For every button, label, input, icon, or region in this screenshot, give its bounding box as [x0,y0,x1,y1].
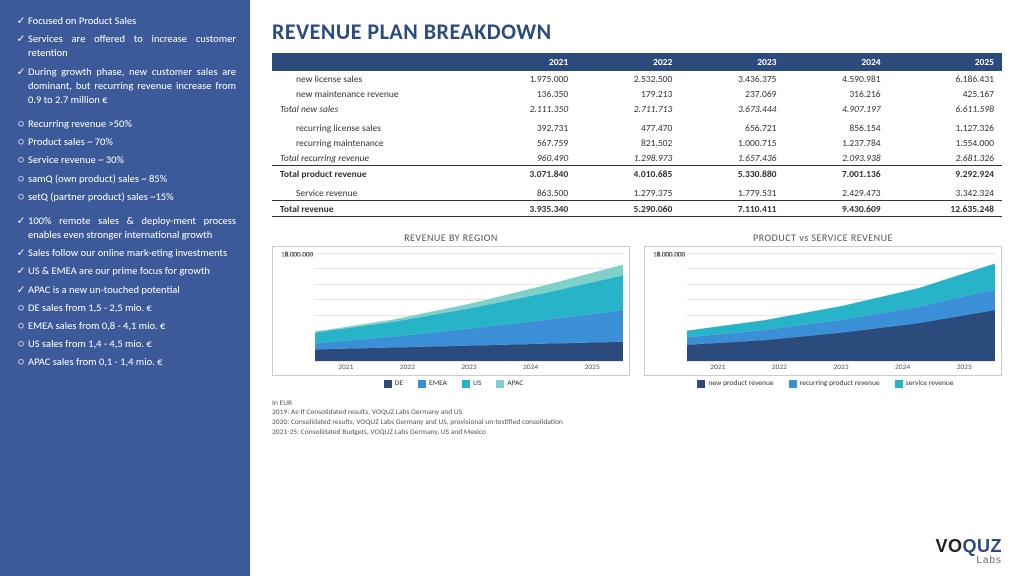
logo-part1: VO [935,536,962,556]
footnotes: In EUR2019: As-If Consolidated results, … [272,399,1002,438]
table-row: recurring license sales392.731477.470656… [272,120,1002,135]
logo: VOQUZ Labs [935,536,1002,566]
sidebar-item: Service revenue ~ 30% [14,153,236,167]
sidebar: Focused on Product Sales Services are off… [0,0,250,576]
sidebar-item: DE sales from 1,5 - 2,5 mio. € [14,301,236,315]
sidebar-item: US & EMEA are our prime focus for growth [14,264,236,278]
chart-product-vs-service: PRODUCT vs SERVICE REVENUE 2021202220232… [644,231,1002,391]
sidebar-item: US sales from 1,4 - 4,5 mio. € [14,337,236,351]
sidebar-item: samQ (own product) sales ~ 85% [14,172,236,186]
chart-revenue-by-region: REVENUE BY REGION 20212022202320242025-2… [272,231,630,391]
table-row: Total product revenue3.071.8404.010.6855… [272,166,1002,182]
chart2-legend: new product revenuerecurring product rev… [644,379,1002,391]
table-row: Total recurring revenue960.4901.298.9731… [272,150,1002,166]
sidebar-item: Product sales ~ 70% [14,135,236,149]
sidebar-item: APAC sales from 0,1 - 1,4 mio. € [14,355,236,369]
sidebar-item: During growth phase, new customer sales … [14,65,236,108]
table-row: Total new sales2.111.3502.711.7133.673.4… [272,101,1002,116]
logo-part2: QUZ [963,536,1003,556]
page-title: REVENUE PLAN BREAKDOWN [272,18,1002,45]
table-row: Total revenue3.935.3405.290.0607.110.411… [272,201,1002,217]
sidebar-list: Focused on Product Sales Services are off… [14,14,236,369]
revenue-table: 20212022202320242025 new license sales1.… [272,53,1002,217]
sidebar-item: Services are offered to increase custome… [14,32,236,60]
main-panel: REVENUE PLAN BREAKDOWN 20212022202320242… [250,0,1024,576]
sidebar-item: APAC is a new un-touched potential [14,283,236,297]
sidebar-item: Focused on Product Sales [14,14,236,28]
sidebar-item: setQ (partner product) sales ~15% [14,190,236,204]
table-row: Service revenue863.5001.279.3751.779.531… [272,185,1002,201]
chart1-plot: 20212022202320242025-2.000.0004.000.0006… [272,246,630,376]
chart2-plot: 20212022202320242025-2.000.0004.000.0006… [644,246,1002,376]
table-row: new license sales1.975.0002.532.5003.436… [272,71,1002,86]
sidebar-item: 100% remote sales & deploy-ment process … [14,214,236,242]
table-row: recurring maintenance567.759821.5021.000… [272,135,1002,150]
chart1-legend: DEEMEAUSAPAC [272,379,630,391]
chart1-title: REVENUE BY REGION [272,231,630,244]
table-row: new maintenance revenue136.350179.213237… [272,86,1002,101]
sidebar-item: EMEA sales from 0,8 - 4,1 mio. € [14,319,236,333]
sidebar-item: Sales follow our online mark-eting inves… [14,246,236,260]
chart2-title: PRODUCT vs SERVICE REVENUE [644,231,1002,244]
sidebar-item: Recurring revenue >50% [14,117,236,131]
charts-row: REVENUE BY REGION 20212022202320242025-2… [272,231,1002,391]
